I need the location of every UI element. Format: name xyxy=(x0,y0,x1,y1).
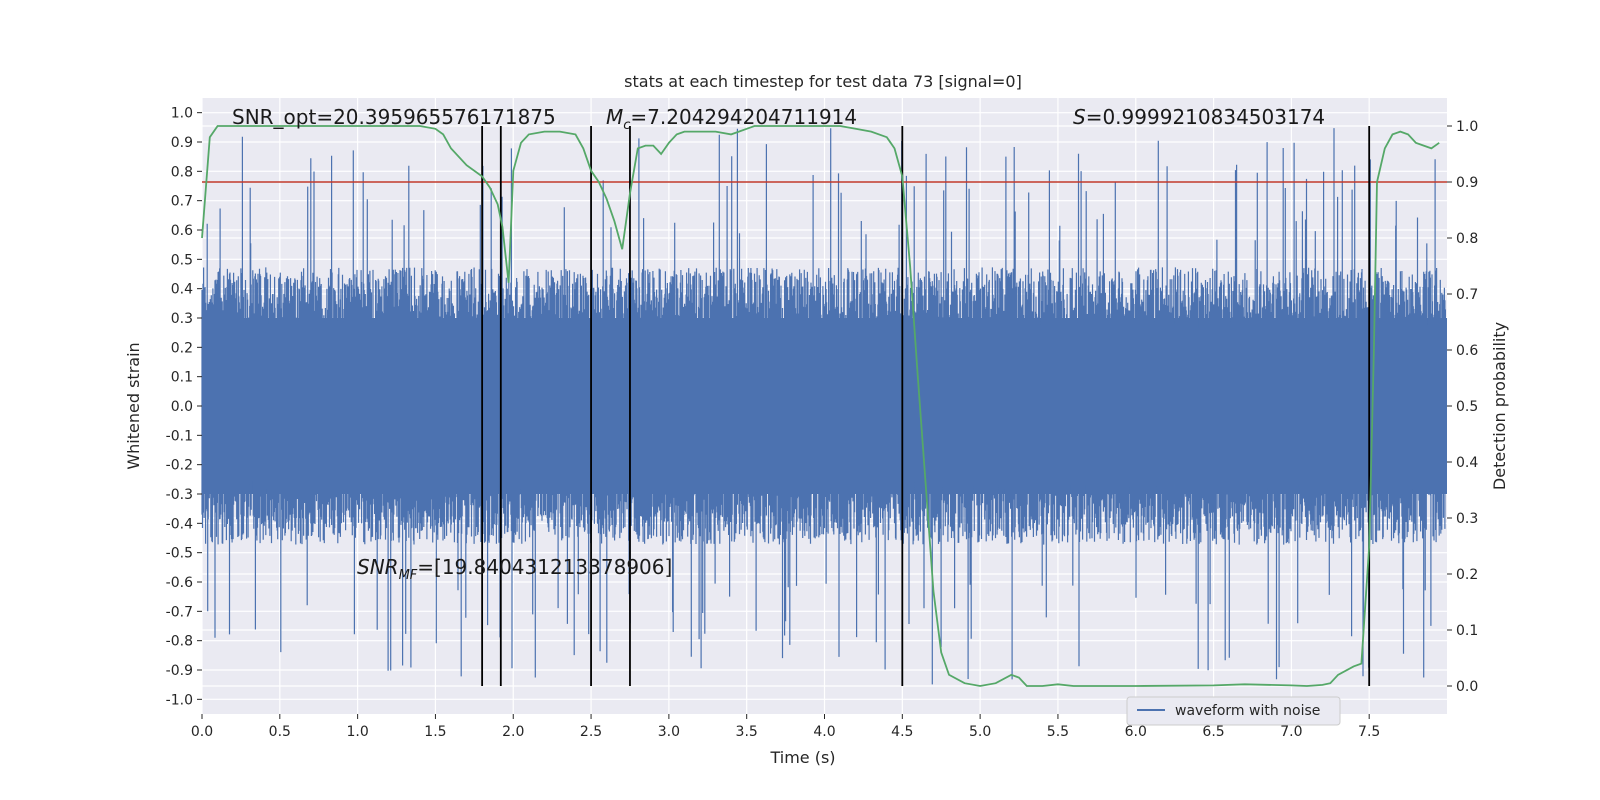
waveform-trace xyxy=(201,128,1446,685)
y-left-tick-label: 0.7 xyxy=(171,194,193,210)
x-tick-label: 1.5 xyxy=(424,724,446,740)
y-right-tick-label: 0.0 xyxy=(1456,679,1478,695)
y-left-tick-label: -0.8 xyxy=(166,634,193,650)
y-right-tick-label: 0.4 xyxy=(1456,455,1478,471)
annotation-snr-mf: SNRMF=[19.840431213378906] xyxy=(357,555,672,583)
annotation-mc: Mc=7.204294204711914 xyxy=(606,105,857,133)
x-tick-label: 3.0 xyxy=(658,724,680,740)
y-left-tick-label: -1.0 xyxy=(166,692,193,708)
x-tick-label: 2.0 xyxy=(502,724,524,740)
y-left-tick-label: -0.3 xyxy=(166,487,193,503)
y-left-axis-ticks: 1.0 0.9 0.8 0.7 0.6 0.5 0.4 0.3 0.2 0.1 0.0 -0.1 -0.… xyxy=(166,106,202,708)
annotation-s: S=0.9999210834503174 xyxy=(1073,105,1325,129)
x-tick-label: 5.0 xyxy=(969,724,991,740)
y-right-tick-label: 0.7 xyxy=(1456,287,1478,303)
y-left-tick-label: 0.5 xyxy=(171,252,193,268)
y-left-tick-label: -0.7 xyxy=(166,604,193,620)
detection-probability-line xyxy=(201,125,1440,687)
y-left-tick-label: 0.1 xyxy=(171,370,193,386)
legend: waveform with noise xyxy=(1126,696,1341,726)
y-left-tick-label: -0.9 xyxy=(166,663,193,679)
x-tick-label: 4.5 xyxy=(891,724,913,740)
x-axis-ticks: 0.0 0.5 1.0 1.5 2.0 2.5 3.0 3.5 4.0 4.5 5.0 5.5 6.0 6… xyxy=(191,714,1380,740)
x-tick-label: 5.5 xyxy=(1047,724,1069,740)
y-left-tick-label: 0.8 xyxy=(171,164,193,180)
y-left-axis-label: Whitened strain xyxy=(124,342,143,469)
y-right-tick-label: 0.2 xyxy=(1456,567,1478,583)
y-right-tick-label: 0.8 xyxy=(1456,231,1478,247)
y-left-tick-label: -0.2 xyxy=(166,458,193,474)
y-right-axis-label: Detection probability xyxy=(1490,322,1509,490)
x-tick-label: 1.0 xyxy=(346,724,368,740)
y-right-tick-label: 0.3 xyxy=(1456,511,1478,527)
y-right-axis-ticks: 1.0 0.9 0.8 0.7 0.6 0.5 0.4 0.3 0.2 0.1 0.0 xyxy=(1447,119,1478,695)
waveform-series xyxy=(201,128,1447,685)
x-tick-label: 3.5 xyxy=(736,724,758,740)
y-right-tick-label: 0.1 xyxy=(1456,623,1478,639)
y-left-tick-label: -0.1 xyxy=(166,428,193,444)
chart-title: stats at each timestep for test data 73 … xyxy=(624,72,1022,91)
y-left-tick-label: -0.6 xyxy=(166,575,193,591)
legend-label: waveform with noise xyxy=(1175,703,1320,719)
y-left-tick-label: 0.6 xyxy=(171,223,193,239)
y-left-tick-label: 0.9 xyxy=(171,135,193,151)
y-right-tick-label: 1.0 xyxy=(1456,119,1478,135)
x-tick-label: 0.5 xyxy=(269,724,291,740)
x-axis-label: Time (s) xyxy=(769,748,835,767)
x-tick-label: 7.0 xyxy=(1280,724,1302,740)
y-left-tick-label: -0.4 xyxy=(166,516,193,532)
event-lines xyxy=(481,126,1371,686)
y-left-tick-label: 0.2 xyxy=(171,340,193,356)
x-tick-label: 7.5 xyxy=(1358,724,1380,740)
y-right-tick-label: 0.9 xyxy=(1456,175,1478,191)
x-tick-label: 4.0 xyxy=(813,724,835,740)
y-left-tick-label: -0.5 xyxy=(166,546,193,562)
y-right-tick-label: 0.6 xyxy=(1456,343,1478,359)
x-tick-label: 6.5 xyxy=(1202,724,1224,740)
x-tick-label: 6.0 xyxy=(1125,724,1147,740)
legend-box xyxy=(1126,696,1341,726)
x-tick-label: 0.0 xyxy=(191,724,213,740)
y-right-tick-label: 0.5 xyxy=(1456,399,1478,415)
y-left-tick-label: 0.3 xyxy=(171,311,193,327)
y-left-tick-label: 0.0 xyxy=(171,399,193,415)
annotation-snr-opt: SNR_opt=20.395965576171875 xyxy=(232,105,556,129)
x-tick-label: 2.5 xyxy=(580,724,602,740)
y-left-tick-label: 1.0 xyxy=(171,106,193,122)
y-left-tick-label: 0.4 xyxy=(171,282,193,298)
